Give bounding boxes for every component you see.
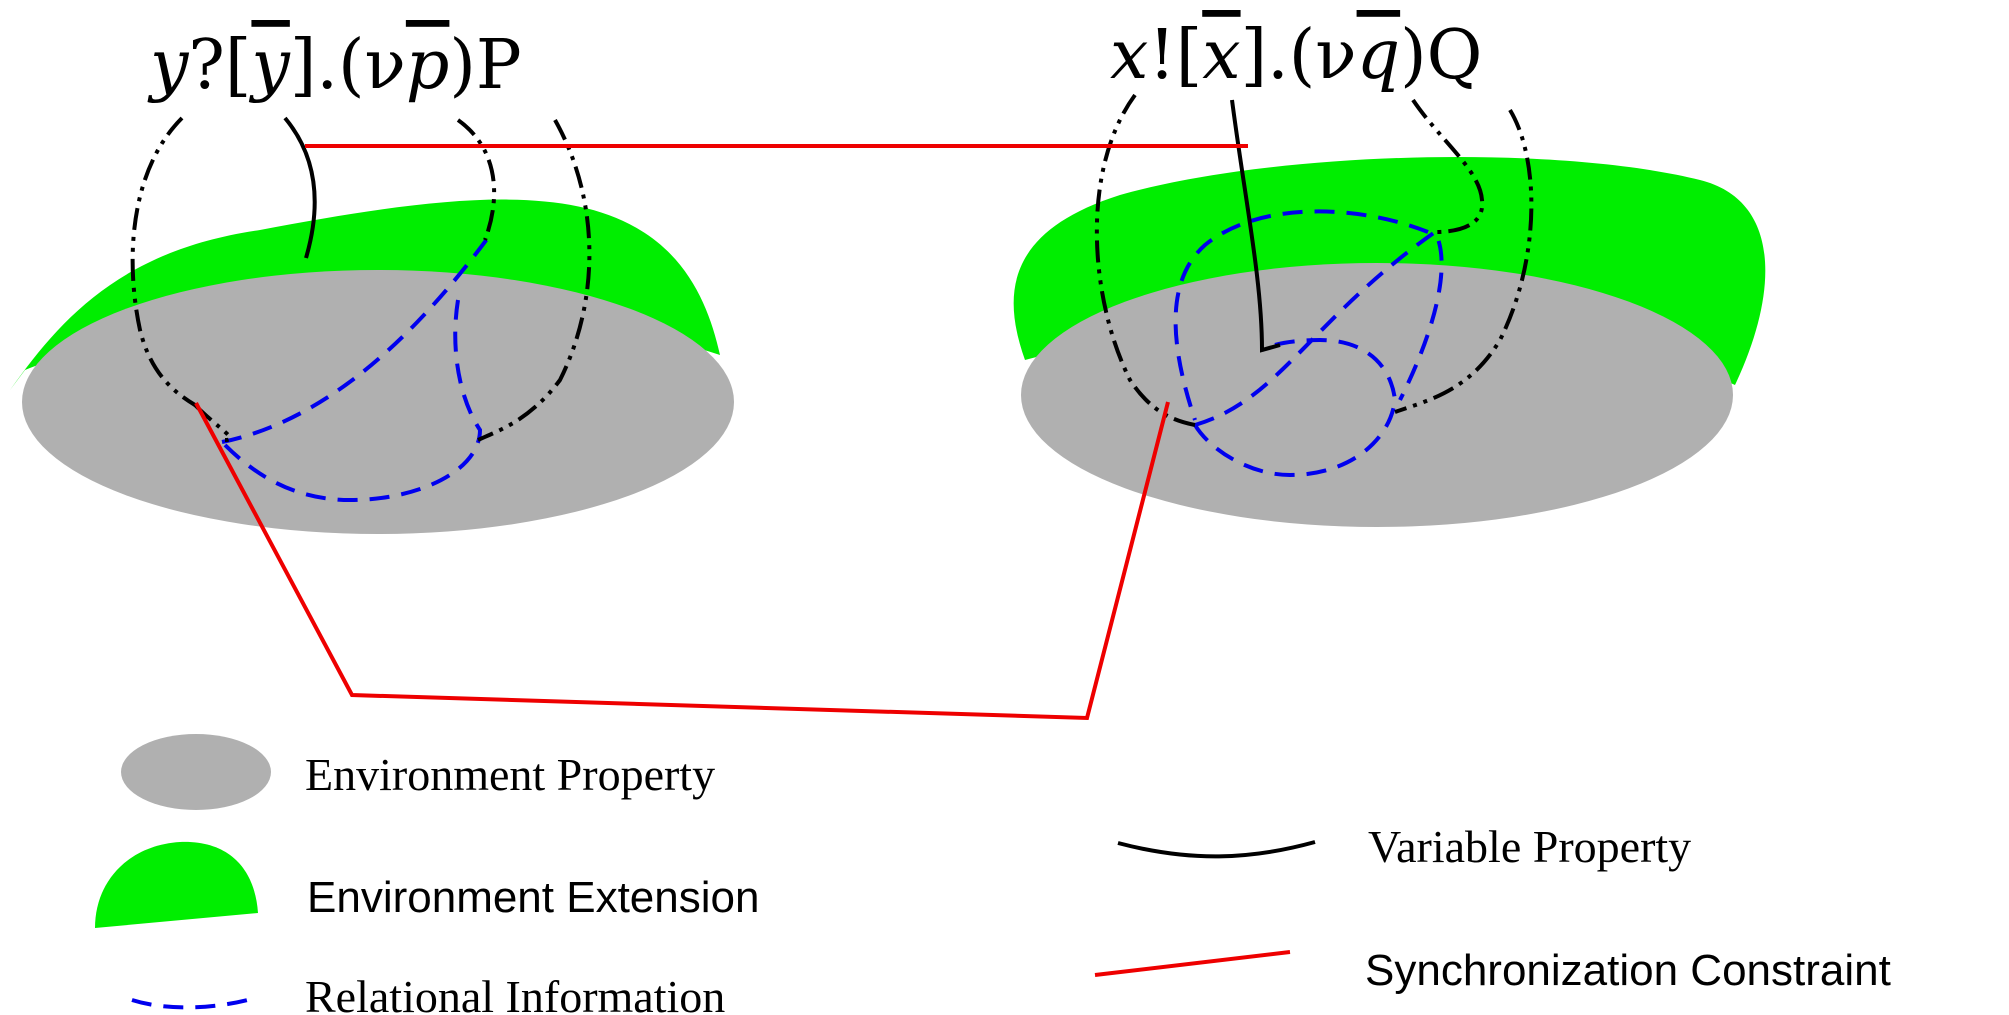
right-formula-action: ! [1148,16,1175,95]
right-environment-property [1021,263,1733,527]
right-formula-continuation: Q [1427,16,1483,95]
left-formula: y?[y].(νp)P [147,26,522,105]
left-environment-property [22,270,734,534]
legend-extension-label: Environment Extension [307,873,759,922]
legend-sync-label: Synchronization Constraint [1365,946,1891,995]
left-formula-action: ? [188,26,224,105]
left-formula-restricted: p [406,26,450,105]
left-formula-continuation: P [476,26,522,105]
left-variable-link [283,116,317,259]
right-formula-bracket-open: [ [1176,16,1203,95]
left-formula-bracket-open: [ [225,26,252,105]
right-formula: x![x].(νq)Q [1110,16,1482,95]
right-process [1013,93,1766,527]
left-formula-channel: y [147,26,190,105]
legend-extension-swatch [95,841,258,928]
legend: Environment Property Environment Extensi… [95,734,1891,1015]
legend-variable-swatch [1117,840,1316,859]
right-relational-information [1173,209,1444,478]
synchronization-constraints [194,144,1248,721]
right-formula-bracket-close: ].(ν [1241,16,1357,95]
right-formula-channel: x [1110,16,1148,95]
right-variable-link [1230,99,1281,353]
legend-relational-label: Relational Information [305,971,725,1015]
legend-variable-label: Variable Property [1368,821,1691,872]
left-formula-paren-close: ) [449,26,476,105]
left-formula-bracket-close: ].(ν [290,26,406,105]
legend-environment-swatch [121,734,271,810]
legend-relational-swatch [131,996,256,1010]
legend-environment-label: Environment Property [305,749,715,800]
left-relational-information [221,233,492,503]
legend-sync-swatch [1094,950,1291,977]
right-formula-paren-close: ) [1400,16,1427,95]
left-formula-params: y [248,26,291,105]
left-process [10,116,734,534]
right-formula-params: x [1202,16,1240,95]
sync-line-bottom [194,401,1170,721]
right-formula-restricted: q [1357,16,1401,95]
